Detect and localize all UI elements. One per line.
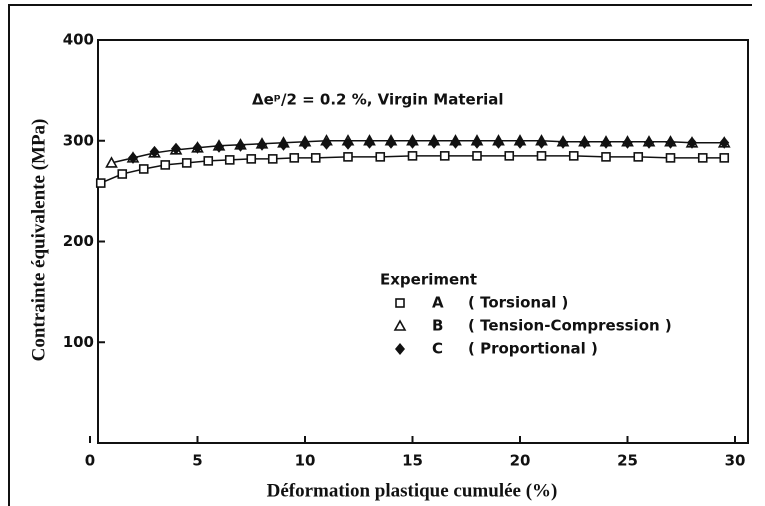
marker xyxy=(160,160,171,170)
marker xyxy=(246,154,257,164)
marker xyxy=(429,136,439,149)
x-tick-label: 25 xyxy=(617,452,638,470)
legend-description: ( Torsional ) xyxy=(468,294,568,312)
marker xyxy=(138,164,149,174)
marker xyxy=(407,136,418,149)
legend-label: A xyxy=(432,294,444,312)
marker xyxy=(364,136,375,149)
marker xyxy=(601,136,611,149)
annotation: Δeᵖ/2 = 0.2 %, Virgin Material xyxy=(252,91,504,109)
marker xyxy=(579,136,590,149)
marker xyxy=(181,158,192,168)
marker xyxy=(601,152,611,162)
marker xyxy=(343,152,353,162)
marker xyxy=(267,154,278,164)
marker xyxy=(128,151,138,164)
x-tick-label: 10 xyxy=(295,452,316,470)
marker xyxy=(192,141,203,154)
x-tick-label: 20 xyxy=(510,452,531,470)
marker xyxy=(665,153,676,163)
marker xyxy=(719,153,730,163)
legend-marker xyxy=(395,298,405,308)
marker xyxy=(95,178,106,188)
marker xyxy=(633,152,644,162)
x-tick-label: 5 xyxy=(192,452,202,470)
marker xyxy=(149,145,160,158)
y-axis-label: Contrainte équivalente (MPa) xyxy=(28,119,49,362)
marker xyxy=(310,153,321,163)
legend-marker xyxy=(395,343,405,355)
marker xyxy=(343,137,353,150)
y-tick-label: 400 xyxy=(63,31,94,49)
marker xyxy=(105,156,118,168)
y-tick-label: 200 xyxy=(63,232,94,250)
y-tick-label: 300 xyxy=(63,131,94,149)
legend-label: C xyxy=(432,340,443,358)
x-tick-label: 15 xyxy=(402,452,423,470)
marker xyxy=(203,156,214,166)
marker xyxy=(278,138,289,151)
x-axis-label: Déformation plastique cumulée (%) xyxy=(267,480,558,501)
legend-title: Experiment xyxy=(380,271,477,289)
marker xyxy=(450,136,461,149)
marker xyxy=(375,152,386,162)
x-tick-label: 0 xyxy=(85,452,95,470)
y-tick-label: 100 xyxy=(63,333,94,351)
marker xyxy=(665,136,676,149)
marker xyxy=(493,136,504,149)
marker xyxy=(568,151,579,161)
marker xyxy=(224,155,235,165)
marker xyxy=(536,151,547,161)
marker xyxy=(536,136,547,149)
marker xyxy=(214,140,224,153)
marker xyxy=(321,137,332,150)
marker xyxy=(472,151,482,161)
legend-marker xyxy=(393,319,407,331)
marker xyxy=(386,136,396,149)
marker xyxy=(439,151,450,161)
marker xyxy=(687,136,697,149)
legend-description: ( Proportional ) xyxy=(468,340,598,358)
marker xyxy=(289,153,300,163)
marker xyxy=(515,136,525,149)
marker xyxy=(504,151,515,161)
marker xyxy=(117,169,128,179)
marker xyxy=(171,142,181,155)
legend-label: B xyxy=(432,317,443,335)
marker xyxy=(407,151,418,161)
marker xyxy=(235,139,246,152)
marker xyxy=(622,136,633,149)
marker xyxy=(558,136,568,149)
marker xyxy=(257,138,267,151)
marker xyxy=(472,136,482,149)
x-tick-label: 30 xyxy=(725,452,746,470)
frame xyxy=(8,4,752,506)
marker xyxy=(697,153,708,163)
marker xyxy=(300,137,310,150)
legend-description: ( Tension-Compression ) xyxy=(468,317,672,335)
marker xyxy=(644,136,654,149)
marker xyxy=(719,136,730,149)
